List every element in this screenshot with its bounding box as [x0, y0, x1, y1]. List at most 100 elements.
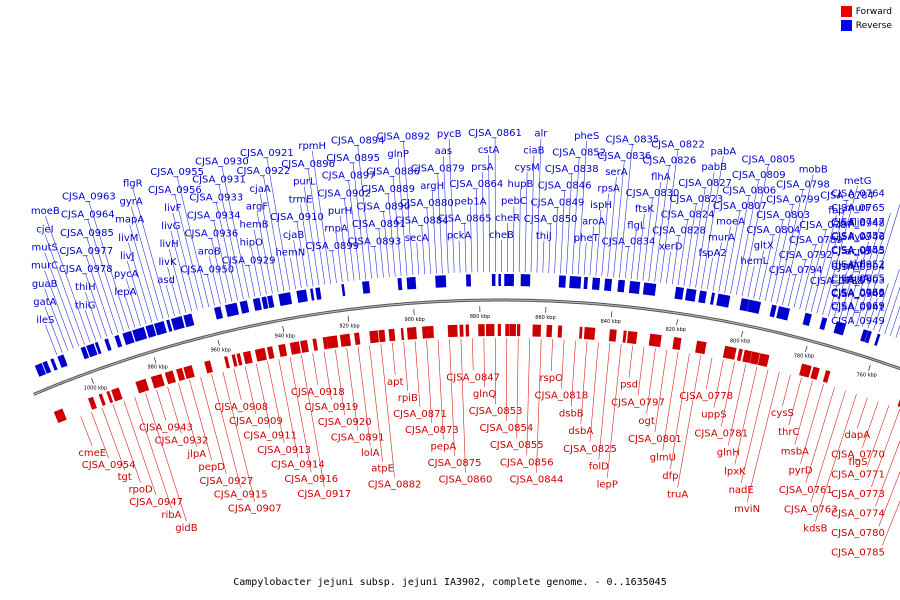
leader-line — [216, 202, 238, 301]
forward-gene-arrow — [354, 332, 361, 345]
tick-mark — [805, 346, 808, 353]
leader-line — [683, 203, 697, 286]
reverse-gene-label: CJSA_0826 — [642, 156, 696, 167]
reverse-gene-label: pheS — [574, 131, 599, 142]
reverse-gene-arrow — [747, 299, 762, 314]
reverse-gene-arrow — [170, 316, 185, 331]
leader-line — [312, 353, 319, 385]
leader-line — [85, 255, 113, 335]
reverse-gene-arrow — [42, 360, 52, 374]
reverse-gene-label: glnP — [387, 149, 409, 160]
forward-gene-label: flgS — [849, 457, 868, 468]
leader-line — [827, 285, 838, 317]
map-caption: Campylobacter jejuni subsp. jejuni IA390… — [233, 577, 667, 588]
forward-gene-label: glnH — [717, 447, 740, 458]
reverse-gene-label: CJSA_0969 — [831, 301, 885, 312]
leader-line — [705, 357, 713, 390]
leader-line — [730, 195, 750, 294]
forward-gene-arrow — [326, 335, 339, 349]
forward-gene-arrow — [204, 360, 213, 374]
forward-gene-arrow — [98, 393, 106, 406]
reverse-gene-arrow — [252, 297, 262, 311]
leader-line — [695, 172, 715, 288]
reverse-gene-label: hemB — [240, 220, 269, 231]
reverse-gene-label: moeB — [31, 206, 60, 217]
reverse-gene-arrow — [617, 279, 626, 293]
leader-line — [741, 164, 769, 297]
reverse-gene-label: CJSA_0792 — [779, 250, 833, 261]
leader-line — [123, 400, 157, 496]
reverse-gene-label: asd — [157, 275, 175, 286]
tick-mark — [282, 325, 285, 332]
reverse-gene-label: CJSA_0752 — [831, 231, 885, 242]
forward-gene-label: CJSA_0771 — [831, 469, 885, 480]
leader-line — [799, 245, 817, 310]
forward-gene-label: CJSA_0911 — [243, 430, 297, 441]
leader-line — [84, 310, 96, 341]
forward-gene-label: CJSA_0770 — [831, 450, 885, 461]
forward-gene-arrow — [557, 325, 563, 338]
leader-line — [278, 359, 299, 458]
reverse-gene-label: CJSA_0807 — [713, 201, 767, 212]
leader-line — [88, 201, 130, 330]
reverse-gene-label: pycB — [437, 129, 462, 140]
forward-gene-label: CJSA_0781 — [694, 429, 748, 440]
forward-gene-label: pyrD — [788, 466, 812, 477]
leader-line — [211, 238, 227, 303]
leader-line — [300, 204, 314, 287]
leader-line — [595, 209, 602, 276]
leader-line — [636, 214, 645, 280]
leader-line — [189, 380, 212, 461]
reverse-gene-arrow — [86, 343, 98, 358]
leader-line — [764, 219, 784, 302]
forward-gene-arrow — [224, 356, 230, 369]
reverse-gene-label: CJSA_0934 — [187, 211, 241, 222]
leader-line — [218, 184, 244, 300]
leader-line — [211, 374, 241, 488]
tick-mark — [217, 339, 220, 346]
reverse-gene-arrow — [224, 302, 240, 317]
reverse-gene-label: cysM — [514, 162, 539, 173]
reverse-gene-label: CJSA_0880 — [400, 198, 454, 209]
leader-line — [787, 275, 796, 307]
leader-line — [253, 229, 267, 295]
reverse-gene-arrow — [583, 276, 588, 290]
forward-gene-label: psd — [620, 379, 638, 390]
leader-line — [470, 206, 473, 273]
reverse-gene-label: CJSA_0765 — [831, 203, 885, 214]
forward-gene-arrow — [254, 347, 267, 362]
leader-line — [168, 248, 187, 313]
forward-gene-label: CJSA_0847 — [446, 372, 500, 383]
leader-line — [208, 256, 221, 305]
tick-mark — [611, 311, 613, 318]
leader-line — [648, 181, 662, 282]
reverse-gene-arrow — [397, 277, 403, 291]
reverse-gene-label: CJSA_0799 — [766, 195, 820, 206]
reverse-gene-label: rpsA — [597, 184, 620, 195]
reverse-gene-arrow — [591, 277, 601, 291]
reverse-gene-label: CJSA_0849 — [531, 197, 585, 208]
reverse-gene-label: pabA — [711, 146, 737, 157]
leader-line — [403, 341, 409, 391]
leader-line — [878, 471, 900, 527]
reverse-gene-label: CJSA_0945 — [831, 246, 885, 257]
leader-line — [794, 380, 813, 445]
leader-line — [747, 265, 755, 298]
reverse-gene-label: metG — [844, 176, 872, 187]
reverse-gene-label: thiH — [75, 282, 96, 293]
leader-line — [426, 340, 433, 424]
forward-gene-arrow — [509, 324, 517, 337]
legend-forward-label: Forward — [855, 6, 892, 17]
leader-line — [782, 374, 791, 406]
reverse-gene-arrow — [642, 282, 657, 296]
leader-line — [165, 284, 175, 316]
reverse-gene-arrow — [341, 283, 346, 297]
leader-line — [677, 219, 688, 286]
forward-gene-label: CJSA_0913 — [257, 445, 311, 456]
reverse-gene-label: cjaA — [250, 184, 271, 195]
leader-line — [589, 226, 594, 276]
forward-gene-label: apt — [387, 377, 403, 388]
leader-line — [293, 239, 302, 289]
reverse-gene-arrow — [684, 288, 697, 302]
forward-gene-arrow — [135, 378, 150, 394]
